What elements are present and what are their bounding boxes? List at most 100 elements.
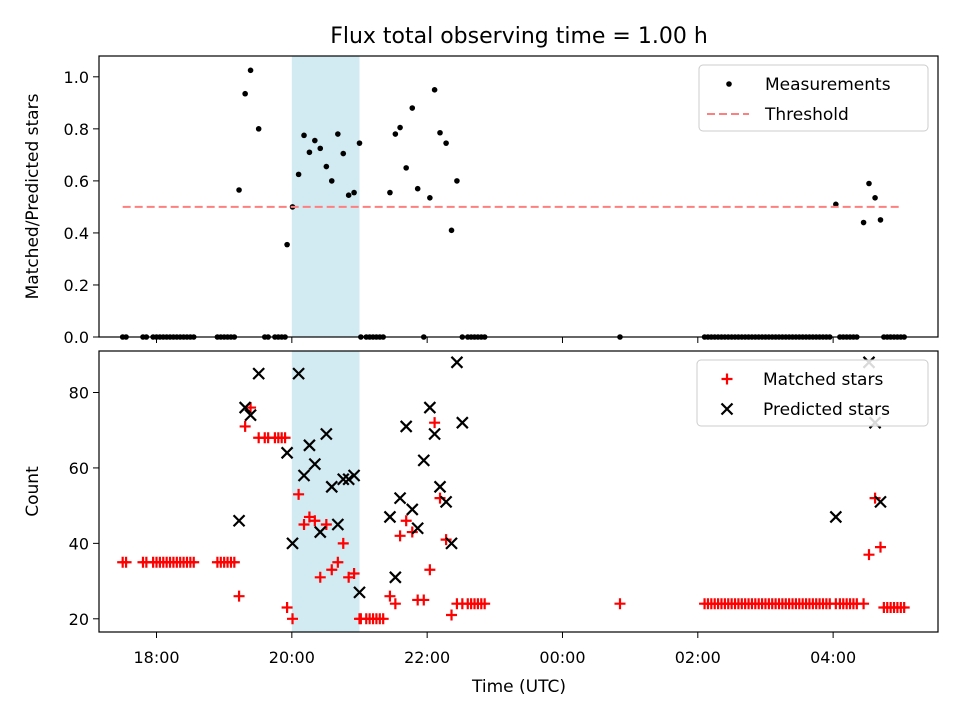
matched-star-point [858,598,870,610]
x-tick-label: 04:00 [810,648,856,667]
predicted-star-point [405,503,419,516]
legend-predicted-marker [720,402,734,416]
measurement-point [454,178,460,184]
measurement-point [306,149,313,156]
measurement-point [340,150,347,157]
predicted-star-point [874,495,887,509]
matched-star-point [406,526,418,538]
predicted-star-point [286,537,299,550]
predicted-star-point [829,510,843,524]
measurement-point [255,126,262,132]
measurement-point [437,129,443,136]
top-y-tick-label: 0.4 [64,224,89,243]
predicted-star-point [244,408,257,422]
matched-star-point [348,568,360,580]
measurement-point [409,105,416,111]
top-axes-frame [98,55,939,338]
x-axis-label: Time (UTC) [471,677,566,697]
bottom-y-tick-label: 20 [69,610,89,629]
matched-star-point [228,556,240,568]
measurement-point [247,67,254,74]
legend-measurements-marker [726,81,732,87]
measurement-point [443,140,449,146]
measurement-point [833,201,839,208]
matched-star-point [874,541,886,553]
top-y-tick-label: 0.2 [64,276,89,295]
x-tick-label: 22:00 [404,648,450,667]
matched-star-point [394,530,406,542]
predicted-star-point [433,480,447,494]
top-legend: Measurements Threshold [698,64,929,132]
top-y-tick-label: 1.0 [64,68,89,87]
predicted-star-point [308,457,322,471]
predicted-star-point [320,427,333,441]
matched-star-point [279,432,291,444]
predicted-star-point [399,420,413,433]
bottom-y-tick-label: 80 [69,383,89,402]
matched-star-point [314,571,326,583]
top-legend-label: Measurements [765,75,891,95]
matched-star-point [298,519,310,531]
predicted-star-point [428,427,441,441]
measurement-point [312,137,318,144]
measurement-point [392,131,399,137]
top-y-tick-label: 0.0 [64,328,89,347]
measurement-point [351,189,357,196]
matched-star-point [320,519,332,531]
matched-star-point [898,601,910,613]
matched-star-point [239,420,251,432]
x-tick-label: 20:00 [269,648,315,667]
measurement-point [860,219,867,226]
measurement-point [345,192,352,198]
predicted-star-point [342,472,355,486]
predicted-star-point [325,480,339,494]
measurement-point [866,180,872,187]
measurement-point [877,217,884,223]
matched-star-point [337,537,349,549]
matched-star-point [326,564,338,576]
bottom-legend-box [696,359,929,427]
predicted-star-point [232,514,246,528]
bottom-legend-label: Predicted stars [763,400,890,420]
predicted-star-point [389,571,402,584]
measurement-point [284,241,290,248]
predicted-star-point [383,510,397,524]
predicted-star-point [313,525,327,539]
predicted-star-point [303,439,316,452]
measurement-point [356,140,363,146]
predicted-star-point [252,367,265,380]
bottom-y-tick-label: 60 [69,459,89,478]
predicted-star-point [423,401,437,414]
matched-star-point [188,556,200,568]
measurement-point [295,171,302,178]
matched-star-point [429,417,441,429]
measurement-point [301,132,307,139]
measurement-point [397,124,403,131]
matched-star-point [287,613,299,625]
measurement-point [872,195,878,201]
measurement-point [317,145,324,152]
matched-star-point [479,598,491,610]
predicted-star-point [353,586,366,599]
predicted-star-point [336,472,350,486]
matched-star-point [309,515,321,527]
matched-star-point [120,556,132,568]
bottom-legend-label: Matched stars [763,370,883,390]
measurement-point [427,195,433,201]
matched-star-point [384,590,396,602]
measurement-point [323,163,330,170]
predicted-star-point [331,518,345,531]
predicted-star-point [411,521,424,535]
bottom-axes-frame [98,350,939,633]
predicted-star-point [280,446,294,460]
matched-star-point [869,492,881,504]
measurement-point [403,165,409,171]
matched-star-point [863,549,875,561]
matched-star-point [293,488,305,500]
figure-title: Flux total observing time = 1.00 h [330,24,708,49]
measurement-point [242,90,248,97]
predicted-star-point [292,367,305,380]
legend-matched-marker [721,373,733,385]
predicted-star-point [439,495,453,509]
